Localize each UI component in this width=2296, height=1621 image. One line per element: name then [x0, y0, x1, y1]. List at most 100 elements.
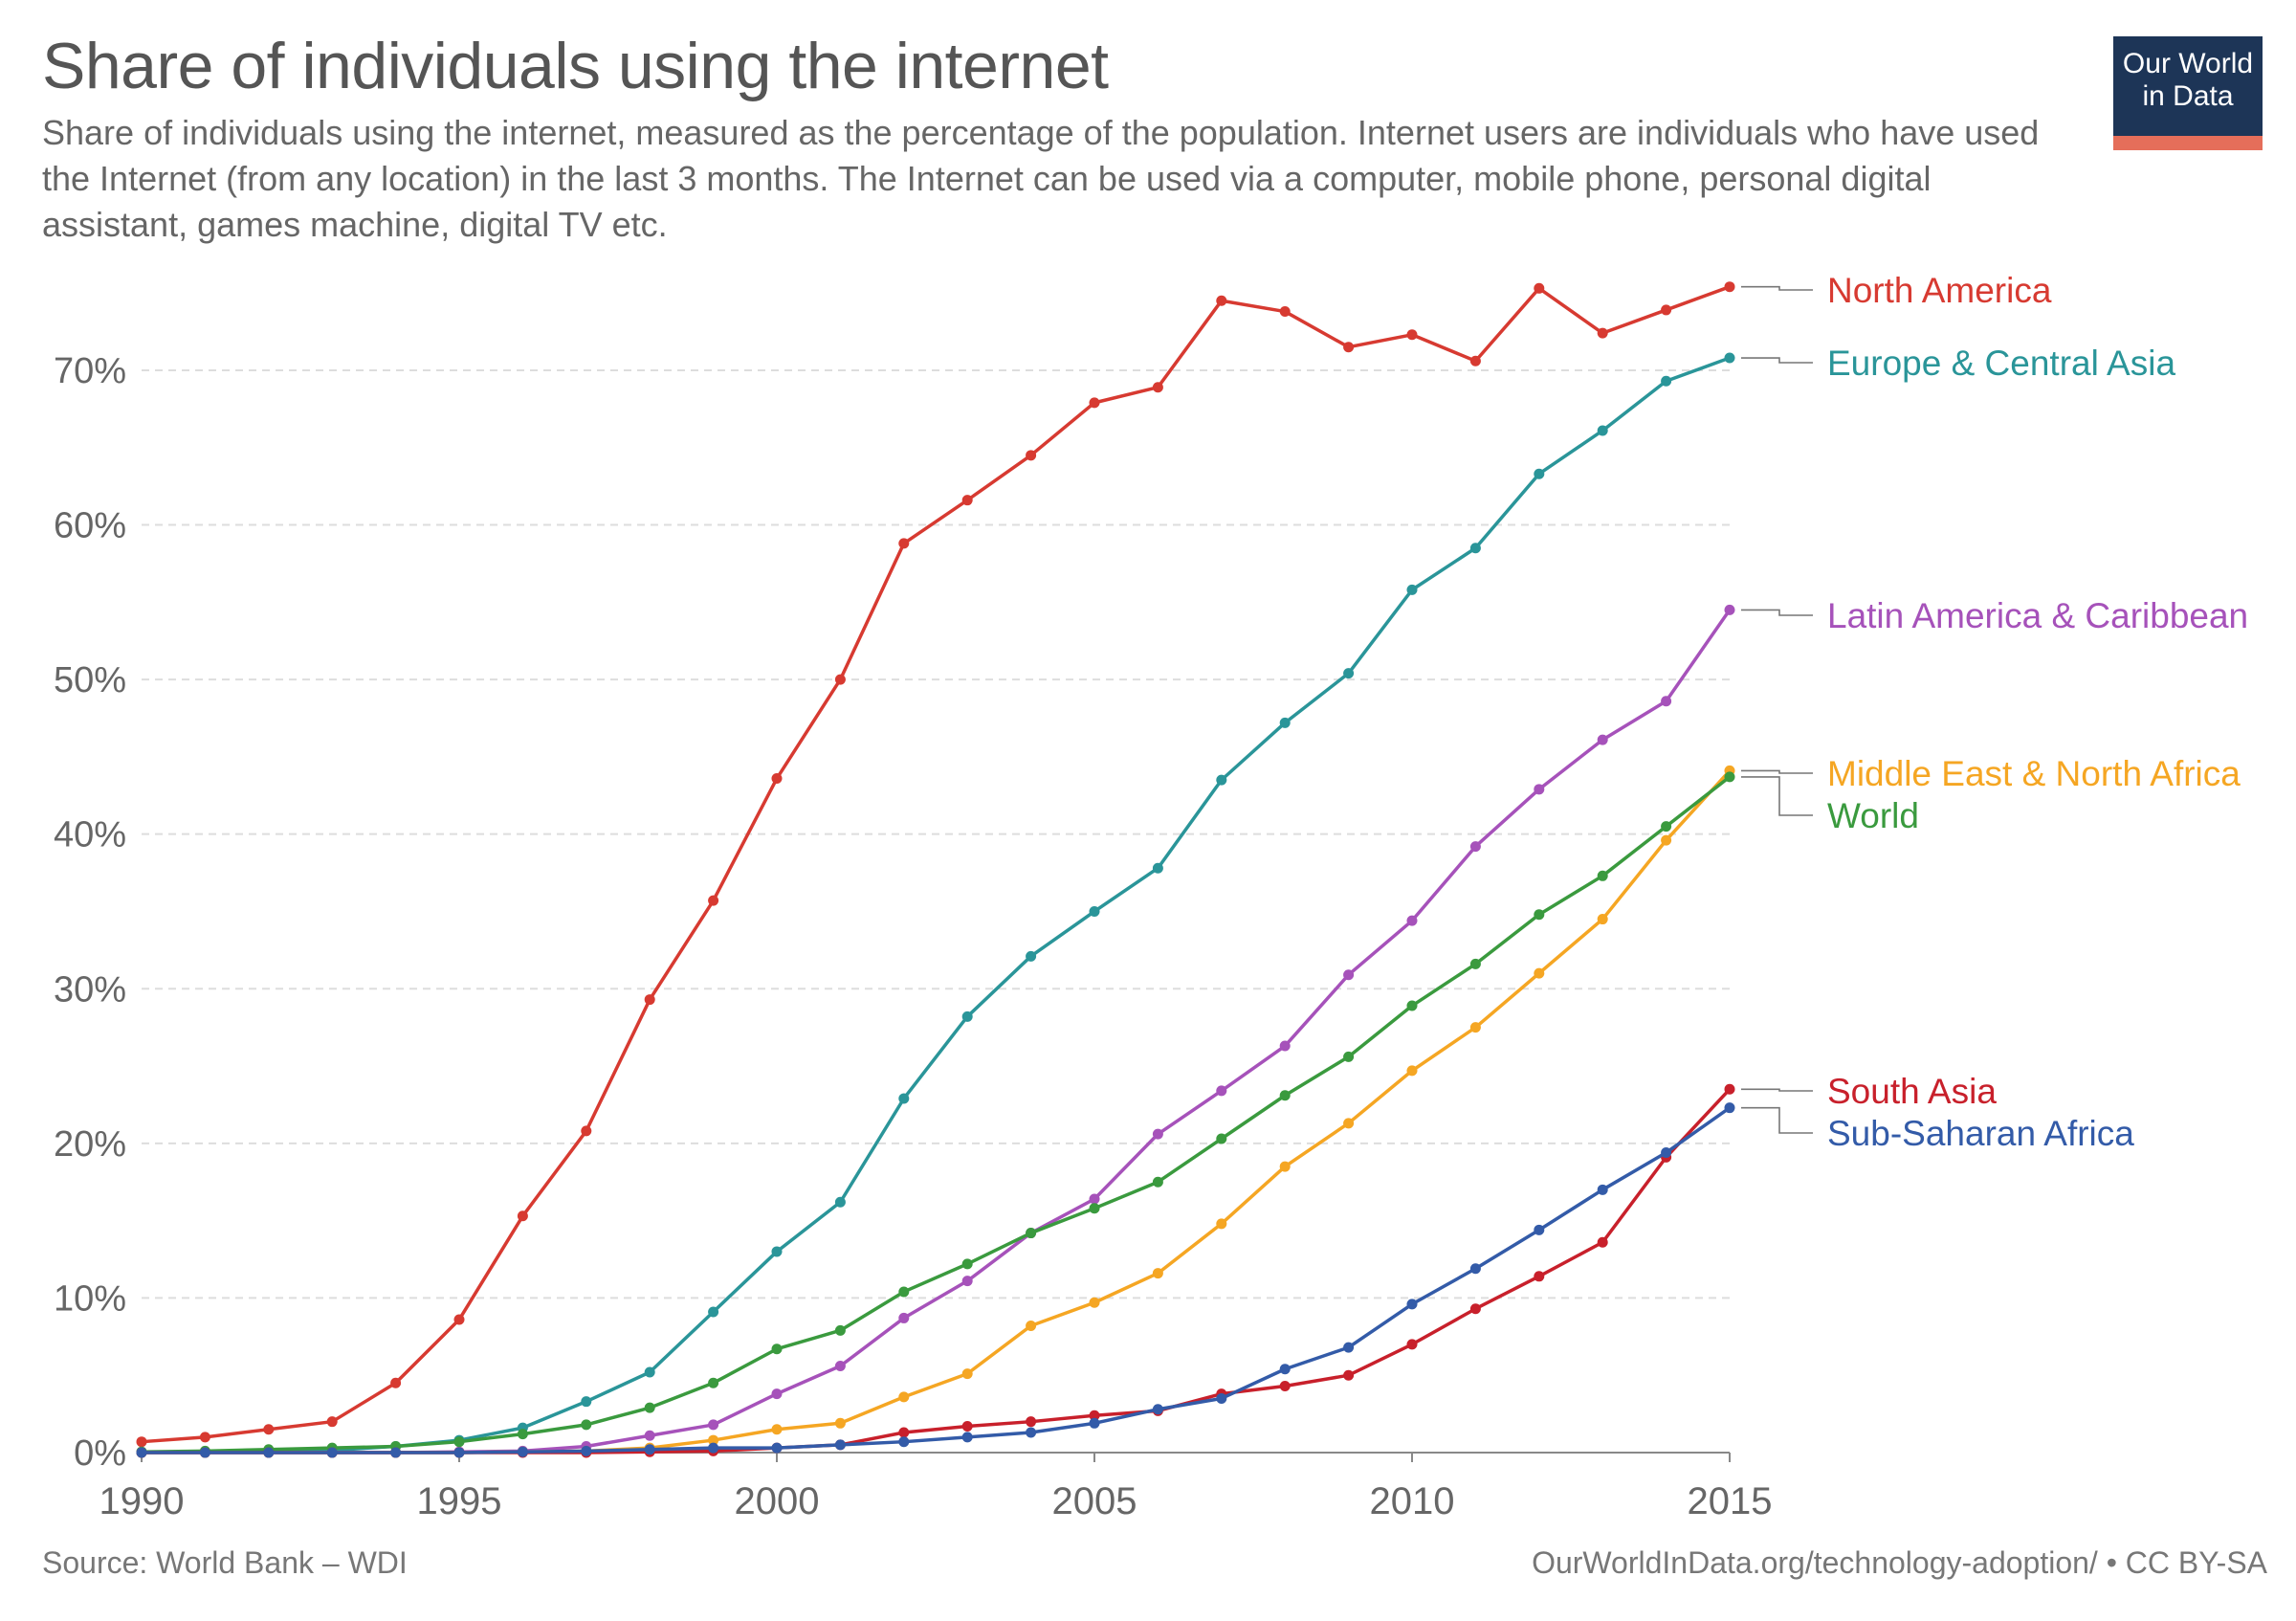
data-point[interactable] — [1343, 1118, 1355, 1129]
data-point[interactable] — [644, 1402, 655, 1413]
data-point[interactable] — [1661, 375, 1672, 387]
data-point[interactable] — [453, 1314, 465, 1325]
data-point[interactable] — [1469, 958, 1481, 969]
data-point[interactable] — [1661, 304, 1672, 316]
data-point[interactable] — [1597, 425, 1608, 436]
data-point[interactable] — [771, 1388, 783, 1400]
data-point[interactable] — [1026, 950, 1037, 962]
data-point[interactable] — [961, 1010, 973, 1022]
data-point[interactable] — [326, 1447, 338, 1458]
data-point[interactable] — [1216, 1085, 1227, 1097]
data-point[interactable] — [834, 1196, 846, 1208]
data-point[interactable] — [771, 1246, 783, 1257]
data-point[interactable] — [1469, 355, 1481, 366]
data-point[interactable] — [898, 1093, 910, 1104]
data-point[interactable] — [834, 674, 846, 685]
data-point[interactable] — [1026, 450, 1037, 461]
data-point[interactable] — [1406, 329, 1418, 341]
data-point[interactable] — [1026, 1427, 1037, 1438]
data-point[interactable] — [961, 1421, 973, 1432]
data-point[interactable] — [517, 1446, 528, 1457]
data-point[interactable] — [1469, 543, 1481, 554]
data-point[interactable] — [199, 1447, 210, 1458]
data-point[interactable] — [1534, 784, 1545, 795]
data-point[interactable] — [961, 1368, 973, 1380]
data-point[interactable] — [517, 1210, 528, 1222]
data-point[interactable] — [834, 1324, 846, 1336]
data-point[interactable] — [581, 1419, 592, 1431]
data-point[interactable] — [1406, 1339, 1418, 1350]
data-point[interactable] — [961, 495, 973, 506]
data-point[interactable] — [581, 1445, 592, 1456]
data-point[interactable] — [1406, 1065, 1418, 1077]
data-point[interactable] — [1089, 397, 1100, 409]
data-point[interactable] — [708, 1306, 719, 1318]
data-point[interactable] — [1661, 821, 1672, 833]
data-point[interactable] — [1406, 1000, 1418, 1011]
series-line[interactable] — [141, 775, 1732, 1454]
data-point[interactable] — [1343, 1342, 1355, 1353]
data-point[interactable] — [1469, 841, 1481, 853]
series-line[interactable] — [142, 1106, 1732, 1454]
data-point[interactable] — [1469, 1263, 1481, 1275]
data-point[interactable] — [1534, 468, 1545, 479]
data-point[interactable] — [1597, 1184, 1608, 1195]
data-point[interactable] — [263, 1447, 275, 1458]
data-point[interactable] — [1343, 1369, 1355, 1381]
data-point[interactable] — [898, 1391, 910, 1403]
data-point[interactable] — [771, 1424, 783, 1435]
data-point[interactable] — [1661, 696, 1672, 707]
data-point[interactable] — [771, 1343, 783, 1355]
data-point[interactable] — [644, 1444, 655, 1455]
data-point[interactable] — [1406, 915, 1418, 926]
data-point[interactable] — [1597, 327, 1608, 339]
data-point[interactable] — [1534, 1224, 1545, 1235]
data-point[interactable] — [1724, 604, 1735, 615]
data-point[interactable] — [517, 1429, 528, 1440]
data-point[interactable] — [644, 1366, 655, 1378]
data-point[interactable] — [708, 1419, 719, 1431]
data-point[interactable] — [961, 1276, 973, 1287]
data-point[interactable] — [1406, 1299, 1418, 1310]
data-point[interactable] — [326, 1416, 338, 1428]
data-point[interactable] — [1089, 1410, 1100, 1421]
data-point[interactable] — [898, 1427, 910, 1438]
data-point[interactable] — [263, 1424, 275, 1435]
data-point[interactable] — [1152, 1128, 1163, 1140]
series-line[interactable] — [141, 285, 1731, 1444]
data-point[interactable] — [771, 1442, 783, 1454]
data-point[interactable] — [708, 895, 719, 906]
data-point[interactable] — [834, 1439, 846, 1451]
data-point[interactable] — [390, 1377, 402, 1388]
data-point[interactable] — [1089, 1297, 1100, 1308]
data-point[interactable] — [1597, 870, 1608, 881]
data-point[interactable] — [136, 1436, 147, 1448]
data-point[interactable] — [1279, 1040, 1291, 1052]
data-point[interactable] — [1152, 862, 1163, 874]
series-label[interactable]: World — [1827, 796, 1919, 835]
data-point[interactable] — [1534, 1271, 1545, 1282]
data-point[interactable] — [1026, 1321, 1037, 1332]
data-point[interactable] — [1026, 1416, 1037, 1428]
data-point[interactable] — [834, 1361, 846, 1372]
data-point[interactable] — [1724, 281, 1735, 293]
data-point[interactable] — [1026, 1228, 1037, 1239]
data-point[interactable] — [1597, 734, 1608, 745]
data-point[interactable] — [1279, 1090, 1291, 1101]
data-point[interactable] — [1216, 295, 1227, 306]
series-label[interactable]: North America — [1827, 271, 2052, 310]
data-point[interactable] — [390, 1447, 402, 1458]
data-point[interactable] — [1216, 1133, 1227, 1144]
owid-logo[interactable]: Our World in Data — [2113, 36, 2263, 150]
data-point[interactable] — [1343, 668, 1355, 679]
data-point[interactable] — [1089, 905, 1100, 917]
series-label[interactable]: Middle East & North Africa — [1827, 754, 2241, 793]
data-point[interactable] — [1216, 1218, 1227, 1230]
data-point[interactable] — [961, 1432, 973, 1443]
data-point[interactable] — [1724, 1102, 1735, 1114]
data-point[interactable] — [1534, 967, 1545, 979]
data-point[interactable] — [708, 1442, 719, 1454]
series-label[interactable]: Latin America & Caribbean — [1827, 596, 2248, 635]
data-point[interactable] — [708, 1434, 719, 1446]
data-point[interactable] — [1724, 771, 1735, 783]
